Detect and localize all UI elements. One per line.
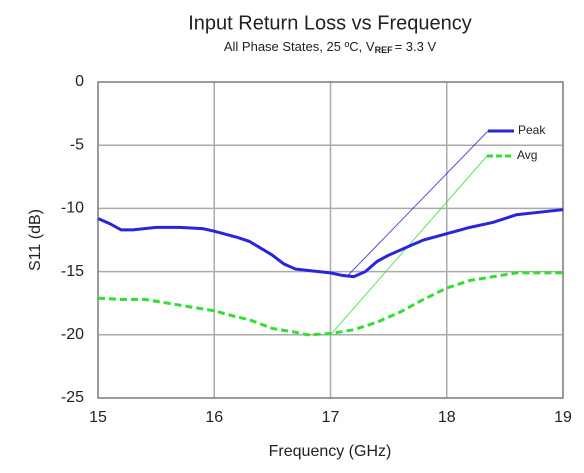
legend-leader [347, 130, 489, 276]
legend-label: Avg [517, 148, 537, 162]
y-tick-label: -20 [61, 326, 84, 343]
y-tick-label: -15 [61, 263, 84, 280]
data-line [97, 208, 564, 279]
x-tick-label: 16 [205, 409, 223, 426]
x-axis-label: Frequency (GHz) [269, 443, 392, 460]
x-tick-label: 15 [89, 409, 107, 426]
y-tick-label: -25 [61, 389, 84, 406]
x-tick-label: 17 [322, 409, 340, 426]
y-tick-label: -10 [61, 200, 84, 217]
legend-label: Peak [518, 123, 546, 137]
data-line [97, 271, 563, 337]
subtitle-part: = 3.3 V [395, 39, 437, 54]
plot-border [97, 81, 564, 399]
y-axis-label: S11 (dB) [27, 209, 44, 271]
x-tick-label: 18 [438, 409, 456, 426]
subtitle-part: All Phase States, 25 ºC, V [224, 39, 375, 54]
chart-title: Input Return Loss vs Frequency [188, 12, 471, 34]
y-tick-label: -5 [70, 136, 84, 153]
y-tick-label: 0 [75, 73, 84, 90]
subtitle-subscript: REF [375, 45, 394, 55]
x-tick-label: 19 [554, 409, 572, 426]
chart-subtitle: All Phase States, 25 ºC, VREF = 3.3 V [224, 39, 437, 55]
